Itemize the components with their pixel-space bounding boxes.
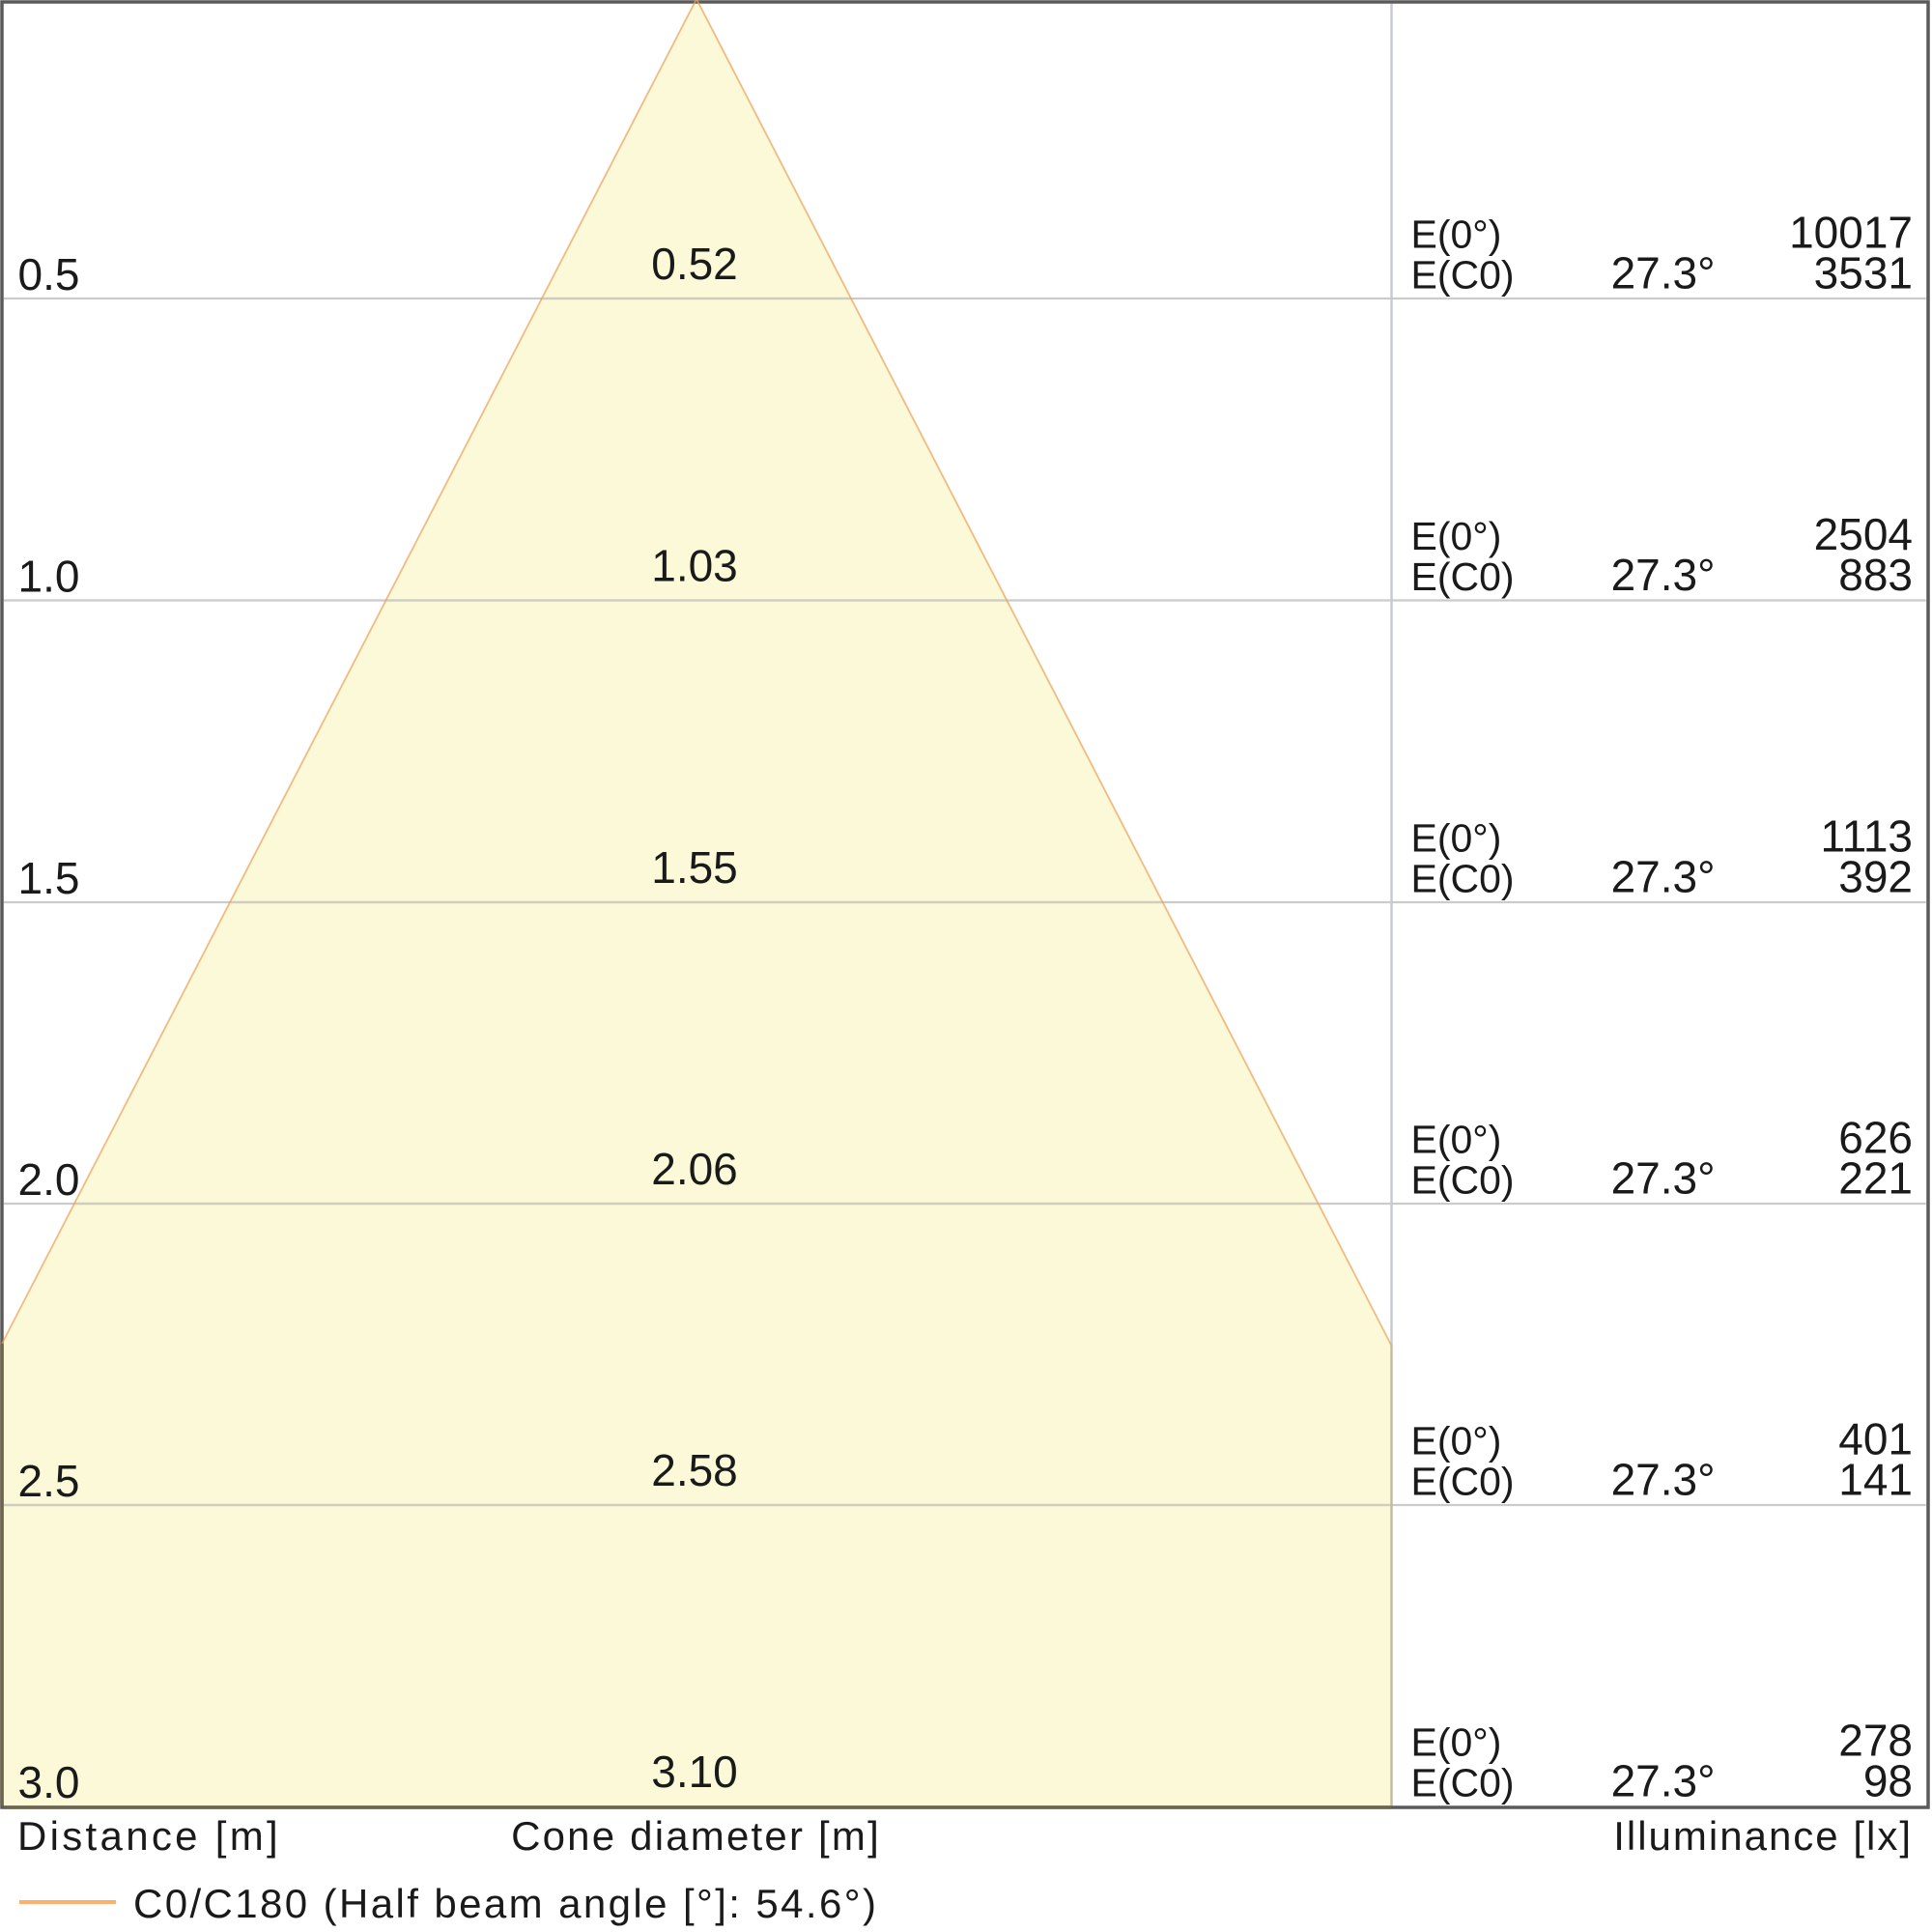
svg-text:27.3°: 27.3° (1611, 248, 1716, 298)
svg-text:27.3°: 27.3° (1611, 550, 1716, 600)
svg-text:E(C0): E(C0) (1411, 253, 1515, 298)
svg-text:E(C0): E(C0) (1411, 857, 1515, 901)
svg-text:E(0°): E(0°) (1411, 1118, 1502, 1162)
svg-text:E(0°): E(0°) (1411, 816, 1502, 861)
svg-text:3531: 3531 (1814, 248, 1913, 298)
svg-text:2.0: 2.0 (18, 1154, 80, 1205)
svg-text:27.3°: 27.3° (1611, 1153, 1716, 1204)
svg-text:2.5: 2.5 (18, 1456, 80, 1506)
svg-text:98: 98 (1863, 1756, 1913, 1806)
svg-text:401: 401 (1838, 1414, 1913, 1464)
svg-text:0.5: 0.5 (18, 249, 80, 299)
svg-text:27.3°: 27.3° (1611, 1455, 1716, 1505)
svg-text:626: 626 (1838, 1113, 1913, 1163)
svg-text:0.52: 0.52 (651, 239, 738, 289)
svg-text:2.06: 2.06 (651, 1144, 738, 1194)
svg-text:883: 883 (1838, 550, 1913, 600)
svg-text:141: 141 (1838, 1455, 1913, 1505)
svg-text:1113: 1113 (1820, 811, 1913, 862)
svg-text:1.0: 1.0 (18, 552, 80, 602)
svg-text:E(0°): E(0°) (1411, 514, 1502, 558)
svg-text:27.3°: 27.3° (1611, 852, 1716, 902)
svg-text:27.3°: 27.3° (1611, 1756, 1716, 1806)
svg-text:2504: 2504 (1814, 509, 1913, 559)
svg-text:1.55: 1.55 (651, 842, 738, 893)
svg-text:E(C0): E(C0) (1411, 1761, 1515, 1805)
svg-text:E(C0): E(C0) (1411, 1158, 1515, 1203)
svg-text:10017: 10017 (1789, 208, 1913, 258)
svg-text:E(0°): E(0°) (1411, 1720, 1502, 1765)
svg-text:E(C0): E(C0) (1411, 554, 1515, 599)
svg-text:3.10: 3.10 (651, 1747, 738, 1797)
svg-text:1.03: 1.03 (651, 541, 738, 591)
svg-text:1.5: 1.5 (18, 853, 80, 903)
svg-text:392: 392 (1838, 852, 1913, 902)
svg-text:221: 221 (1838, 1153, 1913, 1204)
svg-text:Cone diameter [m]: Cone diameter [m] (511, 1813, 881, 1859)
svg-text:C0/C180 (Half beam angle [°]:: C0/C180 (Half beam angle [°]: 54.6°) (133, 1881, 878, 1926)
svg-text:278: 278 (1838, 1716, 1913, 1766)
svg-text:E(0°): E(0°) (1411, 213, 1502, 257)
svg-text:3.0: 3.0 (18, 1757, 80, 1807)
svg-text:Illuminance [lx]: Illuminance [lx] (1613, 1813, 1913, 1859)
svg-text:E(0°): E(0°) (1411, 1419, 1502, 1463)
svg-text:2.58: 2.58 (651, 1445, 738, 1495)
svg-text:E(C0): E(C0) (1411, 1460, 1515, 1504)
svg-text:Distance [m]: Distance [m] (17, 1813, 281, 1859)
